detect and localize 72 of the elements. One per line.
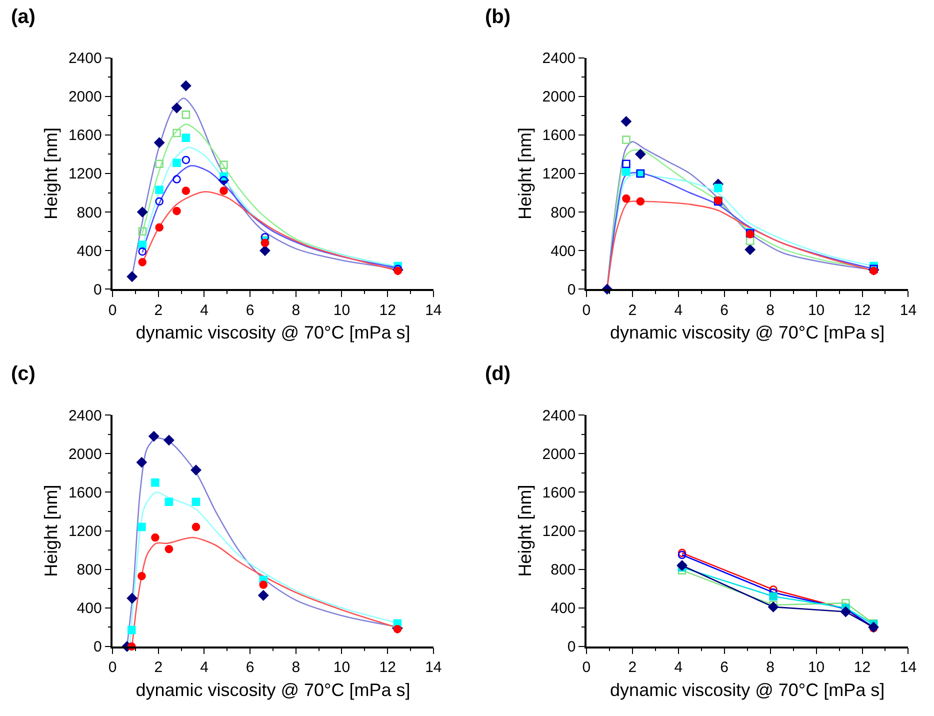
y-tick-label: 2000 — [542, 88, 576, 106]
y-tick-label: 800 — [76, 562, 102, 579]
x-tick-label: 2 — [154, 302, 163, 319]
x-tick-label: 14 — [425, 659, 442, 676]
chart-title: (b) — [485, 6, 511, 28]
y-tick-label: 800 — [550, 204, 576, 222]
chart-title: (a) — [11, 6, 36, 28]
x-tick-label: 12 — [854, 659, 871, 676]
y-tick-label: 1200 — [68, 166, 102, 183]
x-tick-label: 6 — [246, 659, 254, 676]
y-tick-label: 2400 — [542, 50, 576, 68]
y-tick-label: 2400 — [68, 50, 102, 68]
y-tick-label: 400 — [550, 600, 576, 618]
x-tick-label: 12 — [854, 302, 871, 319]
x-tick-label: 4 — [674, 659, 683, 676]
y-tick-label: 1200 — [68, 523, 102, 540]
x-tick-label: 10 — [808, 302, 825, 319]
x-tick-label: 6 — [720, 659, 729, 676]
y-axis-title: Height [nm] — [41, 127, 62, 220]
y-tick-label: 2000 — [542, 446, 576, 463]
y-axis-title: Height [nm] — [514, 484, 535, 577]
x-tick-label: 2 — [628, 302, 637, 319]
x-tick-label: 8 — [292, 659, 300, 676]
y-tick-label: 400 — [76, 242, 102, 260]
x-tick-label: 2 — [628, 659, 637, 676]
y-axis-title: Height [nm] — [41, 484, 62, 577]
x-tick-label: 0 — [582, 659, 591, 676]
y-tick-label: 0 — [93, 281, 102, 298]
y-tick-label: 2400 — [542, 407, 576, 424]
x-tick-label: 12 — [379, 659, 396, 676]
y-tick-label: 800 — [76, 204, 102, 222]
y-tick-label: 2000 — [68, 88, 102, 106]
x-tick-label: 6 — [246, 302, 254, 319]
x-tick-label: 14 — [900, 302, 917, 319]
y-tick-label: 2000 — [68, 446, 102, 463]
x-tick-label: 4 — [200, 302, 208, 319]
y-tick-label: 400 — [550, 242, 576, 260]
x-tick-label: 2 — [154, 659, 163, 676]
x-axis-title: dynamic viscosity @ 70°C [mPa s] — [136, 680, 410, 700]
y-tick-label: 0 — [567, 638, 576, 656]
y-tick-label: 1600 — [68, 484, 102, 502]
x-tick-label: 4 — [200, 659, 208, 676]
x-tick-label: 14 — [900, 659, 917, 676]
y-tick-label: 2400 — [68, 407, 102, 424]
x-axis-title: dynamic viscosity @ 70°C [mPa s] — [136, 322, 410, 343]
x-axis-title: dynamic viscosity @ 70°C [mPa s] — [610, 680, 885, 700]
x-tick-label: 10 — [333, 659, 350, 676]
y-tick-label: 400 — [76, 600, 102, 618]
x-tick-label: 0 — [582, 302, 591, 319]
x-tick-label: 4 — [674, 302, 683, 319]
y-tick-label: 1600 — [542, 127, 576, 144]
chart-title: (d) — [485, 363, 511, 385]
x-tick-label: 6 — [720, 302, 729, 319]
y-axis-title: Height [nm] — [514, 127, 535, 220]
x-tick-label: 14 — [425, 302, 442, 319]
x-tick-label: 8 — [766, 302, 774, 319]
x-tick-label: 8 — [292, 302, 300, 319]
x-tick-label: 10 — [808, 659, 825, 676]
x-tick-label: 0 — [108, 302, 117, 319]
chart-title: (c) — [11, 363, 36, 385]
y-tick-label: 800 — [550, 562, 576, 579]
x-tick-label: 12 — [379, 302, 396, 319]
y-tick-label: 1200 — [542, 523, 576, 540]
x-axis-title: dynamic viscosity @ 70°C [mPa s] — [610, 322, 885, 343]
y-tick-label: 1200 — [542, 166, 576, 183]
y-tick-label: 0 — [567, 281, 576, 298]
x-tick-label: 0 — [108, 659, 117, 676]
y-tick-label: 1600 — [542, 484, 576, 502]
x-tick-label: 8 — [766, 659, 774, 676]
y-tick-label: 0 — [93, 638, 102, 656]
x-tick-label: 10 — [333, 302, 350, 319]
y-tick-label: 1600 — [68, 127, 102, 144]
